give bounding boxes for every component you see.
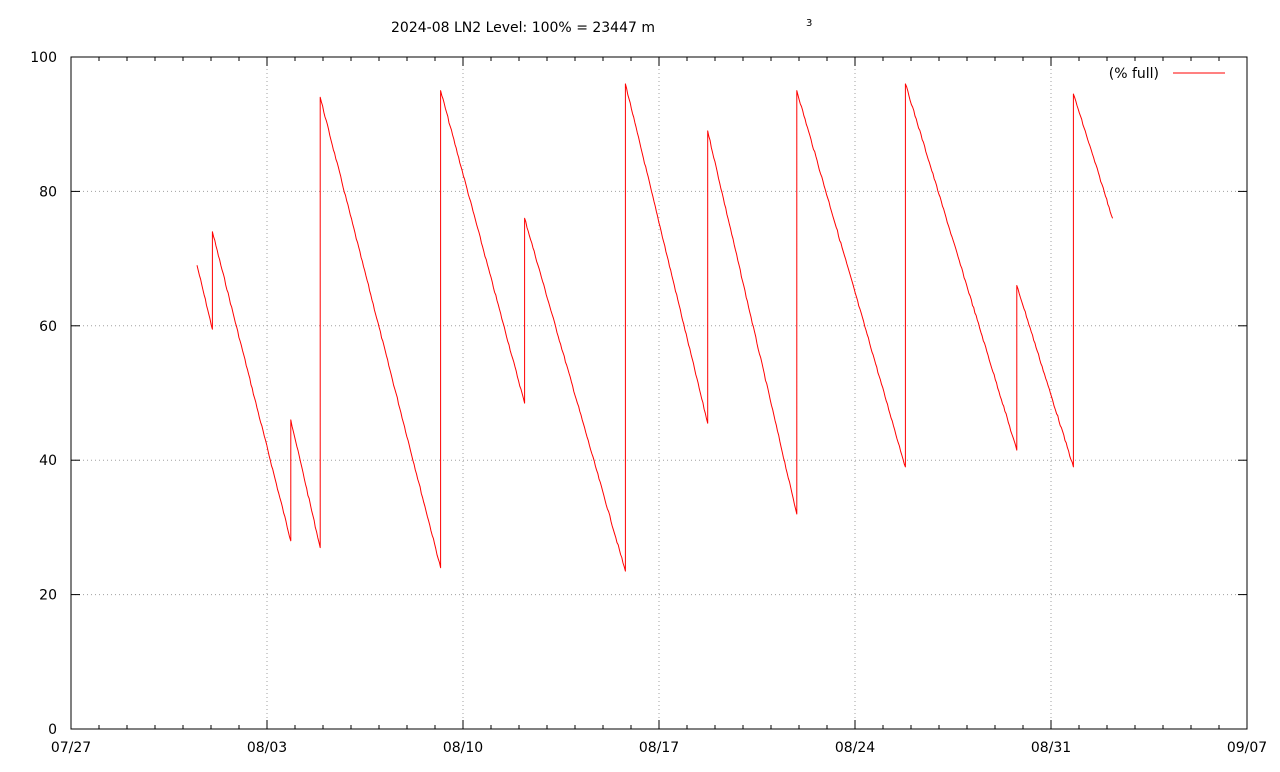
x-tick-label: 08/24 — [835, 740, 875, 756]
tick-marks — [70, 56, 1248, 730]
series-layer — [196, 83, 1114, 572]
gridlines — [71, 57, 1247, 729]
y-tick-label: 40 — [39, 453, 57, 469]
y-tick-labels: 0 20 40 60 80 100 — [30, 50, 57, 738]
legend: (% full) — [1109, 66, 1225, 82]
y-tick-label: 20 — [39, 588, 57, 604]
legend-label: (% full) — [1109, 66, 1159, 82]
y-tick-label: 100 — [30, 50, 57, 66]
x-tick-labels: 07/27 08/03 08/10 08/17 08/24 08/31 09/07 — [51, 740, 1267, 756]
x-tick-label: 08/03 — [247, 740, 287, 756]
x-tick-label: 08/10 — [443, 740, 483, 756]
y-tick-label: 80 — [39, 184, 57, 200]
x-tick-label: 09/07 — [1227, 740, 1267, 756]
chart-title: 2024-08 LN2 Level: 100% = 23447 m — [391, 20, 655, 36]
y-tick-label: 60 — [39, 319, 57, 335]
x-tick-label: 08/31 — [1031, 740, 1071, 756]
chart-title-superscript: 3 — [806, 18, 812, 29]
series-line-0 — [196, 83, 1114, 572]
x-tick-label: 08/17 — [639, 740, 679, 756]
chart-title-text: 2024-08 LN2 Level: 100% = 23447 m — [391, 20, 655, 36]
y-tick-label: 0 — [48, 722, 57, 738]
x-tick-label: 07/27 — [51, 740, 91, 756]
